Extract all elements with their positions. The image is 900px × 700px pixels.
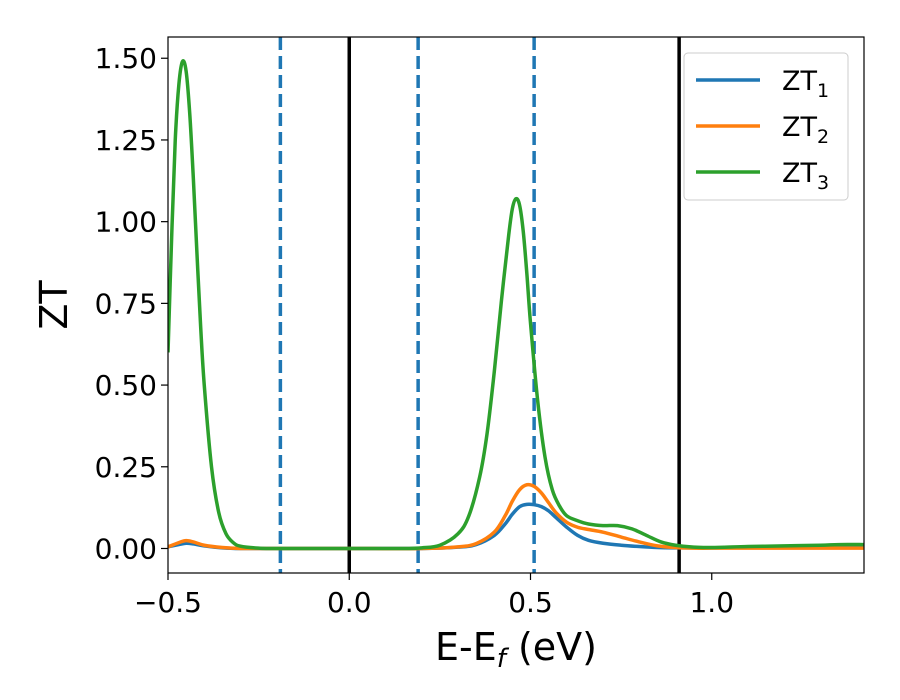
y-tick-label: 1.50 — [95, 42, 157, 75]
y-axis-label: ZT — [32, 280, 76, 330]
series-line-zt2 — [168, 482, 864, 551]
legend: ZT1 ZT2 ZT3 — [683, 52, 849, 201]
legend-label-zt3: ZT3 — [782, 158, 829, 194]
x-tick-label: 0.0 — [327, 586, 372, 619]
legend-label-zt2: ZT2 — [782, 112, 829, 148]
x-axis-ticks: −0.5 0.0 0.5 1.0 — [134, 573, 734, 619]
series-line-zt3 — [168, 59, 864, 551]
x-axis-label-unit: (eV) — [506, 625, 597, 669]
series-line-zt1 — [168, 502, 864, 551]
y-tick-label: 0.75 — [95, 287, 157, 320]
x-tick-label: −0.5 — [134, 586, 202, 619]
x-tick-label: 0.5 — [508, 586, 553, 619]
legend-label-zt1: ZT1 — [782, 66, 829, 102]
y-tick-label: 0.00 — [95, 532, 157, 565]
x-tick-label: 1.0 — [689, 586, 734, 619]
x-axis-label-main: E-E — [435, 625, 497, 669]
legend-box — [683, 52, 849, 201]
plot-frame — [167, 36, 865, 574]
series-layer — [168, 59, 864, 551]
reference-lines — [278, 37, 681, 573]
x-axis-label: E-Ef (eV) — [435, 625, 597, 674]
y-tick-label: 0.50 — [95, 369, 157, 402]
y-tick-label: 1.25 — [95, 124, 157, 157]
y-tick-label: 1.00 — [95, 206, 157, 239]
y-tick-label: 0.25 — [95, 451, 157, 484]
y-axis-ticks: 0.00 0.25 0.50 0.75 1.00 1.25 1.50 — [95, 42, 168, 565]
